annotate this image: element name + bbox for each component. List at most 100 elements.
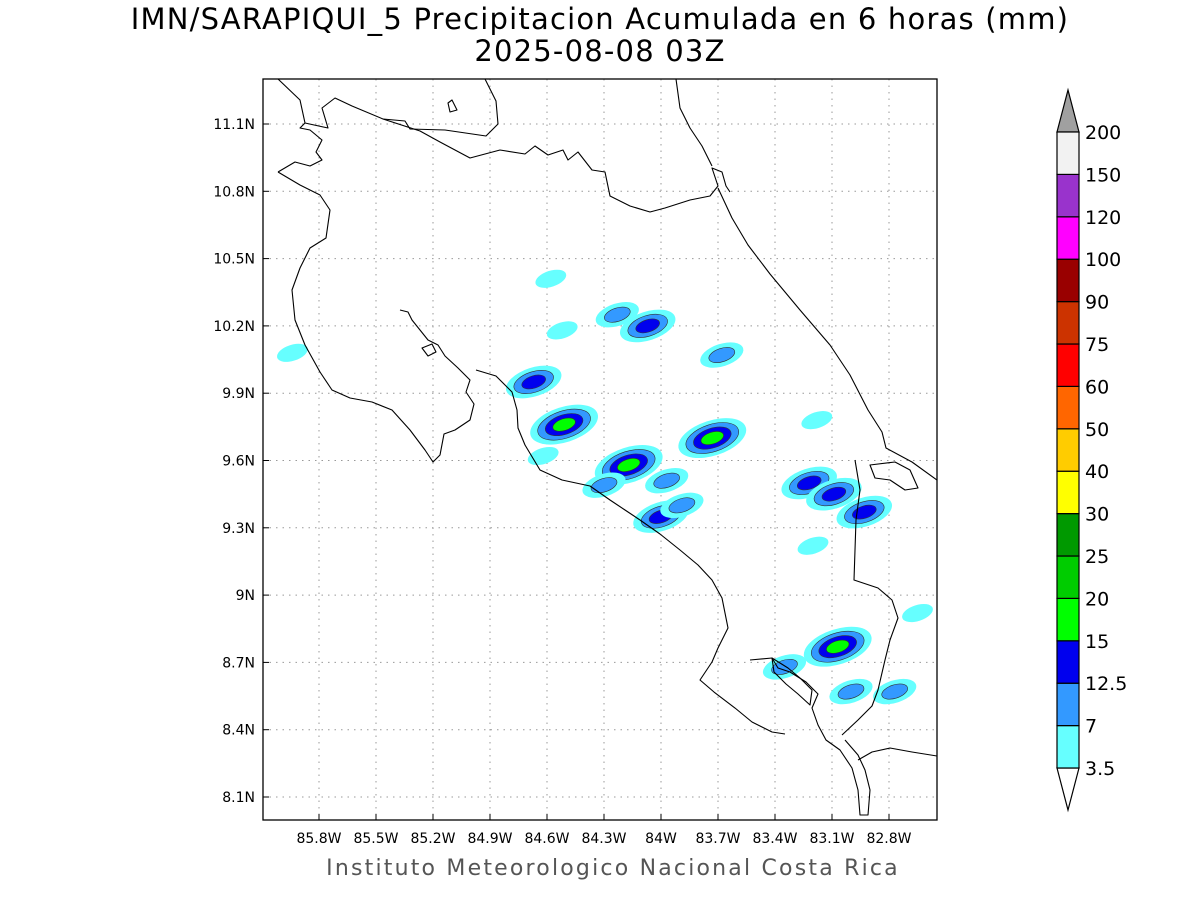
colorbar-label: 150 (1085, 164, 1121, 186)
colorbar-label: 20 (1085, 588, 1109, 610)
precip-cell (700, 342, 744, 368)
lat-tick-label: 10.5N (213, 252, 255, 268)
precip-contour (881, 683, 908, 700)
lat-tick-label: 8.1N (222, 790, 255, 806)
map-frame (262, 78, 938, 821)
precip-contour (546, 321, 578, 340)
central-pacific-coast (475, 369, 786, 735)
colorbar-swatch (1056, 640, 1080, 684)
precip-contour (801, 411, 833, 430)
precip-contour (617, 458, 641, 472)
lat-tick-label: 9.3N (222, 521, 255, 537)
axis-ticks: 85.8W 85.5W 85.2W 84.9W 84.6W 84.3W 84W 83.7W 83… (213, 117, 911, 847)
colorbar-label: 15 (1085, 631, 1109, 653)
bocas-del-toro (869, 461, 919, 491)
lon-tick-label: 85.2W (410, 831, 455, 847)
colorbar-swatch (1056, 385, 1080, 430)
precip-cell (530, 404, 599, 445)
precip-cell (645, 467, 689, 494)
precip-contour (821, 486, 847, 502)
precip-cell (546, 321, 578, 340)
precip-contour (590, 477, 618, 494)
osa-peninsula (749, 657, 871, 816)
lat-tick-label: 10.8N (213, 184, 255, 200)
lat-tick-label: 11.1N (213, 117, 255, 133)
colorbar-label: 40 (1085, 461, 1109, 483)
lon-tick-label: 83.1W (809, 831, 854, 847)
caribbean-coast-nicaragua (675, 79, 713, 167)
lat-tick-label: 9N (236, 588, 255, 604)
colorbar-swatch (1056, 258, 1080, 303)
precip-contour (276, 343, 308, 362)
chart-subtitle-datetime: 2025-08-08 03Z (474, 34, 726, 68)
precip-contour (535, 269, 567, 288)
precip-cell (535, 269, 567, 288)
colorbar-swatch (1056, 724, 1080, 769)
precip-cell (801, 411, 833, 430)
colorbar-label: 7 (1085, 716, 1097, 738)
colorbar-swatch (1056, 216, 1080, 260)
precip-contour (653, 472, 680, 489)
colorbar-swatch (1056, 428, 1080, 472)
precip-contour (852, 504, 877, 520)
lat-tick-label: 8.7N (222, 655, 255, 671)
graticule-grid (263, 79, 937, 820)
precip-cell (829, 678, 873, 705)
colorbar-label: 60 (1085, 376, 1109, 398)
lat-tick-label: 9.9N (222, 386, 255, 402)
colorbar-label: 75 (1085, 334, 1109, 356)
lon-tick-label: 83.4W (752, 831, 797, 847)
golfo-dulce (771, 657, 813, 706)
colorbar-legend: 3.5 7 12.5 15 20 25 30 40 50 60 75 90 100 120 150 200 (1056, 87, 1127, 813)
precip-cell (902, 603, 933, 623)
precip-contour (700, 431, 724, 446)
colorbar-label: 25 (1085, 546, 1109, 568)
footer-credit: Instituto Meteorologico Nacional Costa R… (326, 856, 900, 881)
precipitation-field (276, 269, 933, 705)
lon-tick-label: 85.5W (353, 831, 398, 847)
colorbar-max-extension (1056, 87, 1080, 133)
lat-tick-label: 8.4N (222, 723, 255, 739)
nicaragua-island (447, 99, 458, 113)
colorbar-label: 120 (1085, 207, 1121, 229)
colorbar-label: 3.5 (1085, 758, 1115, 780)
colorbar-label: 100 (1085, 249, 1121, 271)
colorbar-swatch (1056, 470, 1080, 515)
precip-cell (836, 495, 893, 529)
lon-tick-label: 84.3W (581, 831, 626, 847)
lat-tick-label: 10.2N (213, 319, 255, 335)
precip-cell (803, 626, 872, 667)
nicoya-island (421, 343, 437, 357)
colorbar-swatch (1056, 682, 1080, 727)
precip-contour (902, 603, 933, 623)
precip-contour (837, 683, 865, 700)
precip-cell (582, 472, 626, 498)
panama-border (841, 459, 899, 736)
precip-cell (678, 418, 747, 459)
precip-contour (552, 417, 576, 432)
precip-cell (660, 492, 704, 519)
precip-cell (505, 365, 562, 399)
nicaragua-lake-shore (277, 79, 499, 137)
precip-cell (806, 477, 862, 511)
precip-cell (873, 678, 917, 705)
precip-contour (708, 347, 736, 363)
colorbar-swatch (1056, 555, 1080, 600)
precip-contour (668, 497, 696, 514)
santa-elena-coast (277, 171, 475, 463)
precip-cell (276, 343, 308, 362)
precip-cell (595, 301, 639, 328)
chart-title: IMN/SARAPIQUI_5 Precipitacion Acumulada … (130, 2, 1070, 36)
colorbar-label: 50 (1085, 419, 1109, 441)
precip-contour (604, 306, 631, 323)
colorbar-swatch (1056, 512, 1080, 557)
caribbean-coast (717, 187, 937, 481)
colorbar-swatch (1056, 343, 1080, 388)
precip-cell (527, 446, 559, 466)
pacific-coast-guanacaste (277, 122, 323, 173)
colorbar-swatch (1056, 173, 1080, 218)
colorbar-swatch (1056, 131, 1080, 176)
precip-contour (521, 374, 546, 390)
lon-tick-label: 85.8W (296, 831, 341, 847)
precip-contour (826, 639, 850, 654)
